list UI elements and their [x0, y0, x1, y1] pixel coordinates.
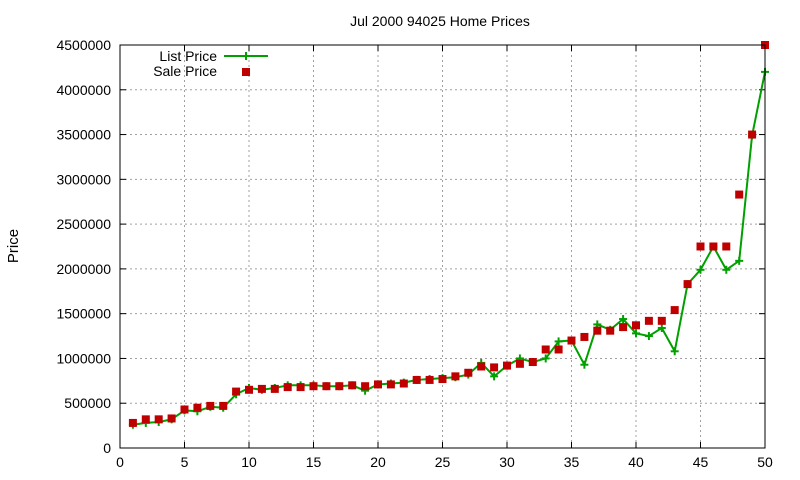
axis-ticks: 0 5 10 15 20 25 30 35 40 45 50 0 500000 1000000 150000… [56, 37, 773, 470]
y-tick-label: 1500000 [56, 306, 111, 322]
sale-price-point [283, 383, 292, 392]
y-tick-label: 4000000 [56, 82, 111, 98]
sale-price-point [477, 362, 486, 371]
sale-price-point [167, 414, 176, 423]
sale-price-point [541, 345, 550, 354]
sale-price-point [670, 306, 679, 315]
sale-price-point [141, 415, 150, 424]
sale-price-point [593, 326, 602, 335]
sale-price-point [245, 385, 253, 394]
sale-price-point [386, 380, 395, 389]
sale-price-point [425, 375, 434, 384]
sale-price-point [309, 382, 318, 391]
list-price-point [722, 265, 731, 274]
sale-price-point [515, 359, 524, 368]
sale-price-point [735, 190, 744, 199]
sale-price-point [219, 401, 228, 410]
sale-price-point [206, 401, 215, 410]
sale-price-point [657, 316, 666, 325]
list-price-point [541, 354, 550, 363]
list-price-point [670, 347, 679, 356]
sale-price-point [335, 382, 344, 391]
x-tick-label: 50 [757, 454, 773, 470]
sale-price-point [232, 387, 241, 396]
x-tick-label: 0 [116, 454, 124, 470]
sale-price-point [528, 358, 537, 367]
x-tick-label: 45 [693, 454, 709, 470]
x-tick-label: 30 [499, 454, 515, 470]
sale-price-point [709, 242, 718, 251]
sale-price-point [644, 316, 653, 325]
y-tick-label: 3000000 [56, 171, 111, 187]
plot-border [119, 44, 766, 449]
sale-price-point [270, 384, 279, 393]
sale-price-point [154, 415, 163, 424]
sale-price-point [619, 323, 628, 332]
list-price-point [554, 337, 563, 346]
sale-price-point [580, 332, 589, 341]
series-layer [128, 41, 769, 429]
sale-price-point [128, 418, 137, 427]
y-axis-label: Price [5, 229, 22, 263]
sale-price-point [412, 375, 421, 384]
x-tick-label: 20 [370, 454, 386, 470]
sale-price-point [399, 379, 408, 388]
list-price-point [632, 329, 640, 338]
sale-price-point [193, 403, 202, 412]
grid-lines [120, 45, 765, 448]
sale-price-point [296, 383, 305, 392]
x-tick-label: 15 [306, 454, 322, 470]
list-price-line [132, 71, 766, 426]
y-tick-label: 2500000 [56, 216, 111, 232]
sale-price-point [503, 361, 511, 370]
y-tick-label: 500000 [64, 395, 111, 411]
list-price-point [657, 323, 666, 332]
list-price-point [735, 256, 744, 265]
legend-swatch-sale-square [242, 68, 250, 76]
sale-price-point [554, 345, 563, 354]
sale-price-point [348, 381, 357, 390]
list-price-point [644, 332, 653, 341]
sale-price-point [257, 384, 266, 393]
sale-price-point [374, 380, 382, 389]
sale-price-point [464, 368, 473, 377]
x-tick-label: 10 [241, 454, 257, 470]
y-tick-label: 0 [103, 440, 111, 456]
sale-price-point [322, 382, 331, 391]
sale-price-point [606, 326, 615, 335]
sale-price-point [438, 375, 447, 384]
x-tick-label: 35 [564, 454, 580, 470]
sale-price-point [490, 363, 499, 372]
list-price-point [580, 360, 589, 369]
y-tick-label: 4500000 [56, 37, 111, 53]
sale-price-point [748, 130, 757, 139]
x-tick-label: 25 [435, 454, 451, 470]
sale-price-point [451, 372, 460, 381]
sale-price-point [632, 321, 640, 330]
sale-price-point [683, 280, 692, 289]
sale-price-point [361, 382, 370, 391]
y-tick-label: 1000000 [56, 350, 111, 366]
list-price-point [490, 372, 499, 381]
x-tick-label: 5 [181, 454, 189, 470]
chart-title: Jul 2000 94025 Home Prices [350, 13, 530, 29]
sale-price-point [722, 242, 731, 251]
y-tick-label: 3500000 [56, 127, 111, 143]
list-price-point [619, 315, 628, 324]
legend-label-sale-price: Sale Price [153, 63, 217, 79]
sale-price-point [567, 336, 576, 345]
x-tick-label: 40 [628, 454, 644, 470]
legend-label-list-price: List Price [159, 48, 217, 64]
y-tick-label: 2000000 [56, 261, 111, 277]
sale-price-point [180, 405, 189, 414]
list-price-point [696, 265, 705, 274]
sale-price-point [696, 242, 705, 251]
